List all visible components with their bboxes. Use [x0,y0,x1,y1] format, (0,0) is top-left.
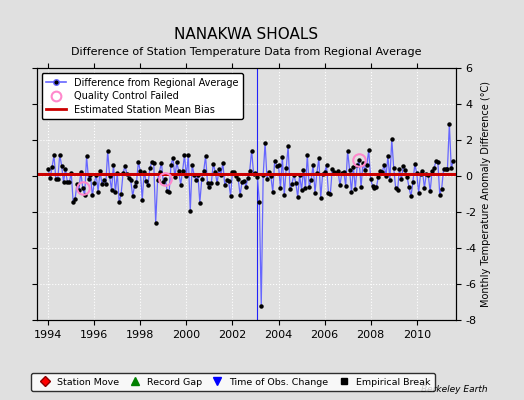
Legend: Difference from Regional Average, Quality Control Failed, Estimated Station Mean: Difference from Regional Average, Qualit… [41,73,243,119]
Text: Berkeley Earth: Berkeley Earth [421,385,487,394]
Legend: Station Move, Record Gap, Time of Obs. Change, Empirical Break: Station Move, Record Gap, Time of Obs. C… [31,373,435,391]
Y-axis label: Monthly Temperature Anomaly Difference (°C): Monthly Temperature Anomaly Difference (… [481,81,491,307]
Text: Difference of Station Temperature Data from Regional Average: Difference of Station Temperature Data f… [71,47,421,57]
Text: NANAKWA SHOALS: NANAKWA SHOALS [174,27,319,42]
